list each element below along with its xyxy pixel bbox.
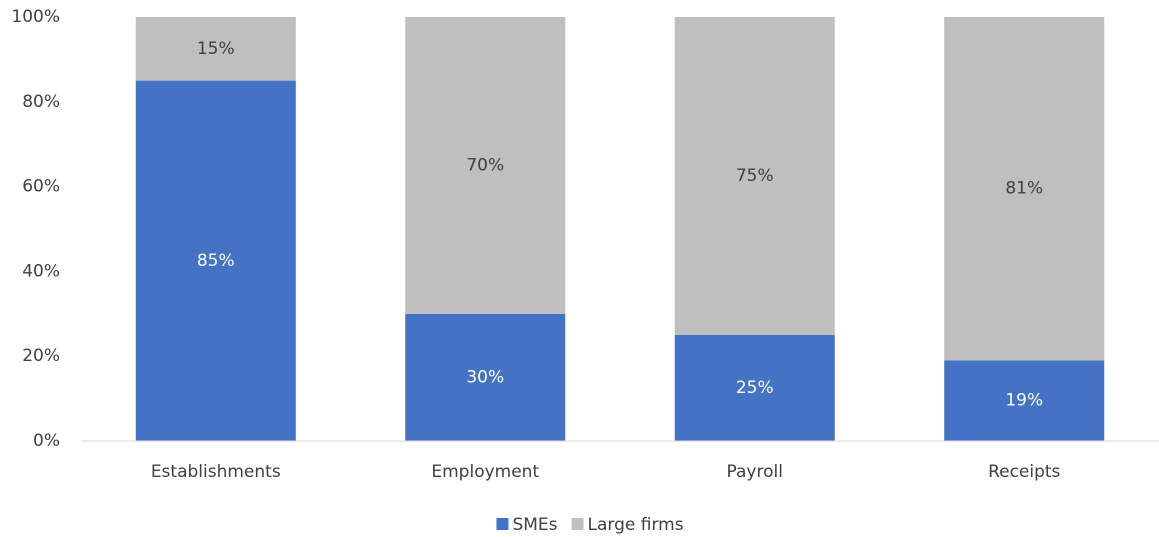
x-tick-label: Establishments: [151, 462, 281, 482]
bar-segment: [944, 360, 1105, 441]
bar-segment: [135, 80, 296, 441]
data-label: 19%: [1005, 391, 1043, 411]
legend-swatch: [571, 518, 584, 530]
data-label: 30%: [466, 367, 504, 387]
y-tick-label: 80%: [22, 92, 60, 112]
bar-segment: [135, 17, 296, 81]
y-tick-label: 60%: [22, 177, 60, 197]
bar-segment: [944, 17, 1105, 361]
data-label: 70%: [466, 155, 504, 175]
data-label: 81%: [1005, 179, 1043, 199]
x-tick-label: Employment: [431, 462, 539, 482]
data-label: 25%: [736, 378, 774, 398]
y-tick-label: 100%: [11, 7, 60, 27]
x-tick-label: Payroll: [727, 462, 783, 482]
bar-segment: [405, 17, 566, 314]
legend-swatch: [496, 518, 509, 530]
legend-label: Large firms: [588, 515, 684, 535]
bar-segment: [674, 335, 835, 441]
y-tick-label: 40%: [22, 261, 60, 281]
data-label: 75%: [736, 166, 774, 186]
bar-segment: [674, 17, 835, 335]
legend-label: SMEs: [512, 515, 557, 535]
y-tick-label: 20%: [22, 346, 60, 366]
y-tick-label: 0%: [33, 431, 60, 451]
x-tick-label: Receipts: [988, 462, 1060, 482]
bar-segment: [405, 313, 566, 441]
data-label: 85%: [197, 251, 235, 271]
data-label: 15%: [197, 39, 235, 59]
